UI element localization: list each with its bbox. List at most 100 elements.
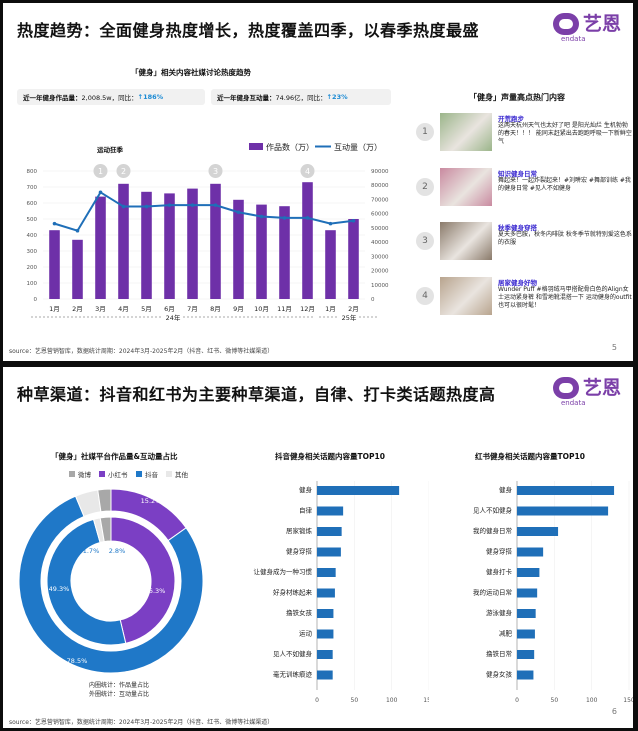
chart-legend: 作品数（万） 互动量（万） [249, 142, 382, 152]
left-tick-label: 800 [27, 169, 38, 175]
topic-bar [517, 588, 538, 598]
category-label: 健身穿搭 [486, 547, 513, 556]
stat-works-value: 2,008.5w，同比： [81, 94, 138, 102]
year-label-25: 25年 [342, 313, 357, 322]
platform-share-title: 「健身」社媒平台作品量&互动量占比 [51, 452, 178, 461]
logo-subtext: endata [560, 35, 586, 43]
x-tick-label: 50 [551, 697, 559, 704]
donut-slice [97, 488, 112, 513]
right-tick-label: 30000 [371, 254, 389, 260]
stat-works-box: 近一年健身作品量： 2,008.5w，同比： ↑186% [17, 89, 205, 105]
works-bar [348, 219, 359, 299]
right-tick-label: 40000 [371, 240, 389, 246]
interaction-point [190, 203, 195, 207]
left-tick-label: 200 [27, 265, 38, 271]
category-label: 减肥 [499, 629, 513, 638]
hot-item-tag: 居家健身好物 [498, 279, 537, 287]
donut-percent-label: 2.8% [109, 547, 126, 555]
xhs-top10-title: 红书健身相关话题内容量TOP10 [475, 452, 585, 461]
annotation-label: 运动狂季 [97, 145, 124, 154]
hot-item-thumbnail [440, 222, 492, 260]
month-label: 4月 [118, 305, 129, 313]
interaction-point [259, 214, 264, 219]
x-tick-label: 0 [515, 697, 519, 704]
month-label: 2月 [72, 305, 83, 313]
hot-content-item[interactable]: 3 秋季健身穿搭 夏天多巴胺，秋冬内啡肽 秋冬季节就特别爱这色系的衣服 [416, 222, 632, 266]
month-label: 8月 [210, 305, 221, 313]
right-tick-label: 60000 [371, 212, 389, 218]
legend-label: 微博 [78, 470, 92, 479]
works-bar [210, 183, 221, 299]
hot-item-tag: 知识健身日常 [498, 170, 537, 178]
hot-item-tag: 开荒跑步 [498, 115, 524, 123]
donut-percent-label: 49.3% [49, 585, 70, 593]
works-bar [302, 182, 313, 299]
hot-item-number: 4 [416, 287, 434, 305]
x-tick-label: 100 [586, 697, 598, 704]
hot-content-item[interactable]: 1 开荒跑步 这两天杭州天气也太好了吧 是阳光灿烂 生机勃勃的春天！！！ 能同末赶紧… [416, 113, 632, 157]
month-label: 1月 [325, 305, 336, 313]
month-label: 5月 [141, 305, 152, 313]
topic-bar [317, 568, 336, 577]
category-label: 健身 [499, 485, 513, 494]
peak-marker [208, 164, 223, 178]
category-label: 运动 [299, 630, 313, 638]
page-number: 6 [611, 707, 617, 716]
hot-item-text: 舞起来！一起炸裂起来！#刘畊宏 #舞部训练 #我的健身日常 #见人不如健身 [498, 177, 631, 193]
interaction-point [75, 228, 80, 233]
logo-mark-icon [552, 377, 579, 399]
slide-heat-trend: 热度趋势：全面健身热度增长，热度覆盖四季，以春季热度最盛 艺恩 endata 「… [3, 3, 633, 361]
month-label: 11月 [277, 305, 292, 313]
month-label: 3月 [95, 305, 106, 313]
slide-title: 热度趋势：全面健身热度增长，热度覆盖四季，以春季热度最盛 [17, 21, 480, 40]
legend-bar-swatch [249, 143, 263, 150]
peak-marker-label: 1 [98, 167, 103, 176]
interaction-line [54, 190, 354, 232]
month-label: 7月 [187, 305, 198, 313]
interaction-point [98, 190, 103, 195]
hot-content-item[interactable]: 4 居家健身好物 Wunder Puff #格羽绒马甲搭配骨白色的Align女士运动… [416, 277, 632, 321]
legend-swatch [69, 471, 75, 477]
logo-subtext: endata [560, 399, 586, 407]
hot-content-item[interactable]: 2 知识健身日常 舞起来！一起炸裂起来！#刘畊宏 #舞部训练 #我的健身日常 #见人… [416, 168, 631, 212]
right-tick-label: 10000 [371, 283, 389, 289]
topic-bar [317, 670, 333, 680]
legend-label: 小红书 [108, 470, 128, 479]
works-bar [141, 191, 152, 299]
works-bar [49, 230, 60, 299]
hot-item-thumbnail [440, 168, 492, 206]
category-label: 自律 [299, 506, 313, 515]
topic-bar [317, 527, 342, 536]
logo-text: 艺恩 [582, 13, 621, 35]
works-bar [279, 206, 290, 299]
topic-bar [517, 506, 609, 516]
donut-percent-label: 78.5% [67, 657, 88, 665]
hot-item-thumbnail [440, 277, 492, 315]
month-label: 9月 [233, 305, 244, 313]
slide-seeding-channels: 种草渠道：抖音和红书为主要种草渠道，自律、打卡类话题热度高 艺恩 endata … [3, 367, 633, 728]
x-tick-label: 0 [315, 697, 319, 704]
hot-content-title: 「健身」声量高点热门内容 [469, 93, 565, 102]
interaction-point [167, 203, 172, 207]
left-tick-label: 400 [27, 233, 38, 239]
topic-bar [517, 486, 615, 495]
category-label: 我的运动日常 [473, 588, 512, 597]
hot-item-thumbnail [440, 113, 492, 151]
logo-mark-icon [552, 13, 579, 35]
right-tick-label: 0 [371, 297, 375, 303]
interaction-point [52, 221, 57, 226]
donut-slice [110, 516, 176, 644]
month-label: 6月 [164, 305, 175, 313]
stat-interaction-box: 近一年健身互动量： 74.96亿，同比： ↑23% [211, 89, 391, 105]
stat-works-change: ↑186% [137, 93, 164, 101]
month-label: 12月 [300, 305, 315, 313]
legend-label: 其他 [175, 470, 189, 479]
donut-slice [99, 516, 112, 543]
stat-works-label: 近一年健身作品量： [23, 94, 82, 102]
topic-bar [317, 609, 334, 618]
topic-bar [317, 629, 334, 639]
interaction-point [144, 204, 149, 209]
left-tick-label: 300 [27, 249, 38, 255]
interaction-point [213, 203, 218, 207]
trend-chart: 0 100 200 300 400 500 600 700 800 0 10000 20000 3000… [27, 142, 389, 322]
